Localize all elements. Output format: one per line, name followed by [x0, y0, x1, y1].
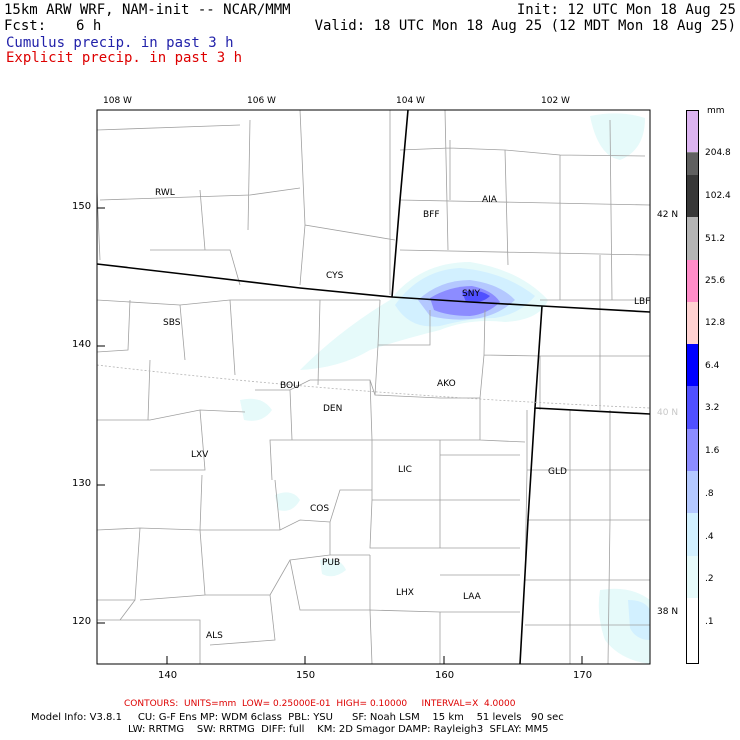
county-boundaries: [97, 110, 650, 664]
station-label: AKO: [437, 379, 456, 389]
colorbar: [686, 110, 699, 664]
station-label: AIA: [482, 195, 497, 205]
colorbar-label: .2: [705, 574, 714, 584]
lat-label: 38 N: [657, 607, 679, 617]
axis-ticks: [97, 207, 583, 664]
colorbar-label: 1.6: [705, 446, 720, 456]
station-label: RWL: [155, 188, 175, 198]
x-tick-label: 150: [296, 670, 316, 681]
colorbar-swatch: [687, 513, 698, 556]
y-tick-label: 130: [72, 478, 92, 489]
lon-label: 106 W: [247, 96, 276, 106]
colorbar-swatch: [687, 302, 698, 344]
station-label: CYS: [326, 271, 344, 281]
station-label: DEN: [323, 404, 343, 414]
colorbar-swatch: [687, 386, 698, 429]
y-tick-label: 120: [72, 616, 92, 627]
init-time: Init: 12 UTC Mon 18 Aug 25: [516, 2, 736, 18]
colorbar-label: .8: [705, 489, 714, 499]
valid-time: Valid: 18 UTC Mon 18 Aug 25 (12 MDT Mon …: [314, 18, 736, 34]
model-title: 15km ARW WRF, NAM-init -- NCAR/MMM: [4, 2, 291, 18]
forecast-label: Fcst:: [4, 18, 47, 34]
x-tick-label: 170: [573, 670, 593, 681]
colorbar-unit: mm: [707, 106, 725, 116]
lat-label: 42 N: [657, 210, 679, 220]
colorbar-label: .1: [705, 617, 714, 627]
y-tick-label: 140: [72, 339, 92, 350]
station-label: BOU: [280, 381, 300, 391]
colorbar-swatch: [687, 429, 698, 471]
explicit-legend: Explicit precip. in past 3 h: [6, 50, 243, 66]
state-boundaries: [97, 110, 650, 664]
map-frame: [96, 109, 651, 665]
station-label: LXV: [191, 450, 209, 460]
station-label: LAA: [463, 592, 481, 602]
station-label: PUB: [322, 558, 341, 568]
colorbar-label: 25.6: [705, 276, 726, 286]
colorbar-swatch: [687, 175, 698, 217]
station-label: ALS: [206, 631, 223, 641]
station-label: BFF: [423, 210, 440, 220]
colorbar-swatch: [687, 260, 698, 302]
colorbar-swatch: [687, 471, 698, 513]
colorbar-label: .4: [705, 532, 714, 542]
station-label: LIC: [398, 465, 412, 475]
station-label: LHX: [396, 588, 414, 598]
colorbar-label: 204.8: [705, 148, 731, 158]
station-label: LBF: [634, 297, 651, 307]
station-label: SBS: [163, 318, 181, 328]
x-tick-label: 140: [158, 670, 178, 681]
station-label: COS: [310, 504, 330, 514]
colorbar-swatch: [687, 556, 698, 598]
colorbar-label: 51.2: [705, 234, 726, 244]
colorbar-label: 3.2: [705, 403, 720, 413]
colorbar-label: 102.4: [705, 191, 731, 201]
forecast-hour: 6 h: [76, 18, 102, 34]
model-info-line2: LW: RRTMG SW: RRTMG DIFF: full KM: 2D Sm…: [128, 724, 549, 735]
contours-info: CONTOURS: UNITS=mm LOW= 0.25000E-01 HIGH…: [124, 699, 516, 709]
x-tick-label: 160: [435, 670, 455, 681]
latitude-line: [97, 364, 650, 409]
colorbar-swatch: [687, 344, 698, 386]
colorbar-swatch: [687, 598, 698, 640]
lat-label: 40 N: [657, 408, 679, 418]
lon-label: 104 W: [396, 96, 425, 106]
station-label: GLD: [548, 467, 567, 477]
lon-label: 108 W: [103, 96, 132, 106]
colorbar-swatch: [687, 217, 698, 260]
lon-label: 102 W: [541, 96, 570, 106]
model-info-line1: Model Info: V3.8.1 CU: G-F Ens MP: WDM 6…: [31, 712, 564, 723]
precip-field: [240, 113, 650, 664]
colorbar-label: 12.8: [705, 318, 726, 328]
colorbar-swatch: [687, 111, 698, 153]
colorbar-swatch: [687, 153, 698, 175]
cumulus-legend: Cumulus precip. in past 3 h: [6, 35, 234, 51]
colorbar-label: 6.4: [705, 361, 720, 371]
map-background: [97, 110, 650, 664]
y-tick-label: 150: [72, 201, 92, 212]
station-label: SNY: [462, 289, 480, 299]
